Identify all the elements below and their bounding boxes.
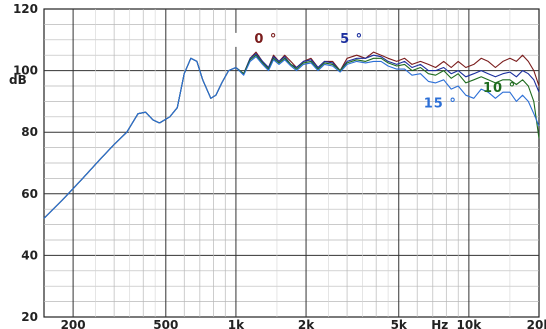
x-tick-label: 5k [391,318,408,329]
y-tick-label: 60 [21,187,38,201]
y-tick-label: 80 [21,125,38,139]
angle-annotation: 10 ° [483,81,516,96]
grid [43,8,540,318]
series-group [43,51,540,219]
x-tick-label: 2k [298,318,315,329]
x-tick-label: 10k [457,318,483,329]
angle-annotation: 5 ° [340,32,363,47]
x-tick-label: 1k [228,318,245,329]
x-tick-label: 200 [61,318,86,329]
annotation-backdrop [226,32,277,47]
y-axis-label: dB [9,73,27,87]
tick-labels: 20 40 60 80 100 120 200 500 1k 2k 5k Hz 10k 20k [13,2,546,329]
x-tick-label: Hz [431,318,448,329]
angle-annotation: 0 ° [254,32,277,47]
x-tick-label: 500 [153,318,178,329]
y-tick-label: 100 [13,64,38,78]
x-tick-label: 20k [527,318,546,329]
series-line-3 [43,56,540,219]
angle-annotation: 15 ° [424,97,457,112]
y-tick-label: 40 [21,248,38,262]
angle-annotations: 0 ° 5 ° 10 ° 15 ° [226,32,516,112]
y-tick-label: 20 [21,310,38,324]
y-tick-label: 120 [13,2,38,16]
